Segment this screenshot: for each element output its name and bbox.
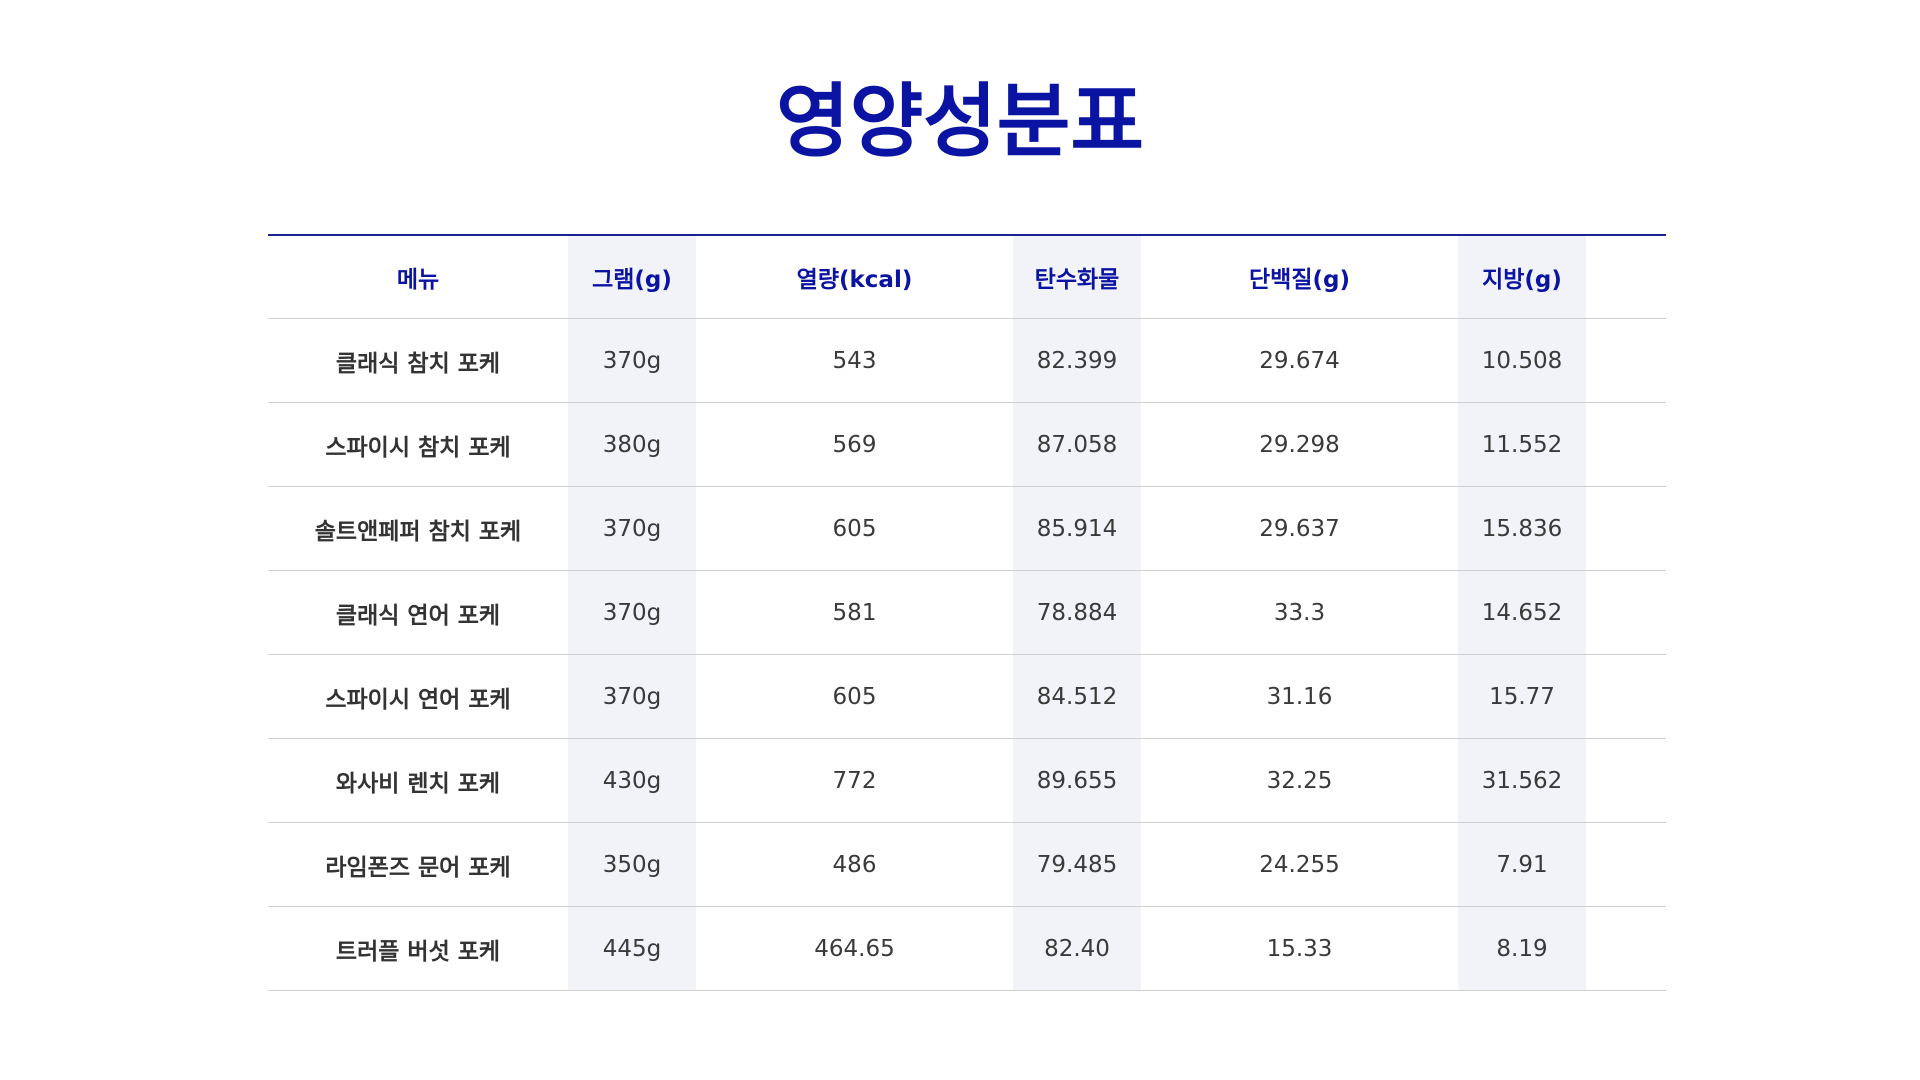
cell-menu: 클래식 연어 포케 xyxy=(268,570,568,655)
cell-kcal: 581 xyxy=(696,570,1013,655)
cell-fat: 8.19 xyxy=(1458,906,1586,991)
nutrition-table-container: 메뉴 그램(g) 열량(kcal) 탄수화물 단백질(g) 지방(g) 클래식 … xyxy=(268,234,1666,991)
cell-carbs: 82.40 xyxy=(1013,906,1141,991)
cell-spacer xyxy=(1586,654,1666,739)
cell-protein: 15.33 xyxy=(1141,906,1458,991)
cell-spacer xyxy=(1586,738,1666,823)
header-kcal: 열량(kcal) xyxy=(696,236,1013,319)
table-row: 트러플 버섯 포케 445g 464.65 82.40 15.33 8.19 xyxy=(268,906,1666,991)
cell-gram: 370g xyxy=(568,570,696,655)
header-menu: 메뉴 xyxy=(268,236,568,319)
cell-menu: 솔트앤페퍼 참치 포케 xyxy=(268,486,568,571)
header-gram: 그램(g) xyxy=(568,236,696,319)
cell-protein: 29.298 xyxy=(1141,402,1458,487)
table-header-row: 메뉴 그램(g) 열량(kcal) 탄수화물 단백질(g) 지방(g) xyxy=(268,236,1666,319)
cell-gram: 445g xyxy=(568,906,696,991)
cell-kcal: 772 xyxy=(696,738,1013,823)
cell-protein: 29.674 xyxy=(1141,318,1458,403)
cell-spacer xyxy=(1586,402,1666,487)
cell-spacer xyxy=(1586,486,1666,571)
table-row: 클래식 연어 포케 370g 581 78.884 33.3 14.652 xyxy=(268,570,1666,655)
cell-fat: 7.91 xyxy=(1458,822,1586,907)
table-row: 클래식 참치 포케 370g 543 82.399 29.674 10.508 xyxy=(268,318,1666,403)
cell-spacer xyxy=(1586,822,1666,907)
cell-fat: 15.77 xyxy=(1458,654,1586,739)
table-row: 라임폰즈 문어 포케 350g 486 79.485 24.255 7.91 xyxy=(268,822,1666,907)
cell-kcal: 605 xyxy=(696,654,1013,739)
cell-carbs: 85.914 xyxy=(1013,486,1141,571)
cell-fat: 14.652 xyxy=(1458,570,1586,655)
cell-kcal: 486 xyxy=(696,822,1013,907)
cell-kcal: 464.65 xyxy=(696,906,1013,991)
cell-gram: 350g xyxy=(568,822,696,907)
table-row: 스파이시 참치 포케 380g 569 87.058 29.298 11.552 xyxy=(268,402,1666,487)
cell-kcal: 605 xyxy=(696,486,1013,571)
cell-protein: 31.16 xyxy=(1141,654,1458,739)
cell-spacer xyxy=(1586,570,1666,655)
cell-menu: 스파이시 연어 포케 xyxy=(268,654,568,739)
cell-fat: 15.836 xyxy=(1458,486,1586,571)
table-row: 스파이시 연어 포케 370g 605 84.512 31.16 15.77 xyxy=(268,654,1666,739)
page-title: 영양성분표 xyxy=(776,75,1144,168)
cell-kcal: 569 xyxy=(696,402,1013,487)
cell-fat: 10.508 xyxy=(1458,318,1586,403)
nutrition-table: 메뉴 그램(g) 열량(kcal) 탄수화물 단백질(g) 지방(g) 클래식 … xyxy=(268,236,1666,991)
table-row: 솔트앤페퍼 참치 포케 370g 605 85.914 29.637 15.83… xyxy=(268,486,1666,571)
cell-gram: 430g xyxy=(568,738,696,823)
cell-carbs: 79.485 xyxy=(1013,822,1141,907)
cell-spacer xyxy=(1586,906,1666,991)
header-protein: 단백질(g) xyxy=(1141,236,1458,319)
cell-protein: 29.637 xyxy=(1141,486,1458,571)
cell-protein: 32.25 xyxy=(1141,738,1458,823)
cell-carbs: 89.655 xyxy=(1013,738,1141,823)
cell-gram: 370g xyxy=(568,654,696,739)
cell-carbs: 78.884 xyxy=(1013,570,1141,655)
table-row: 와사비 렌치 포케 430g 772 89.655 32.25 31.562 xyxy=(268,738,1666,823)
cell-menu: 라임폰즈 문어 포케 xyxy=(268,822,568,907)
cell-menu: 트러플 버섯 포케 xyxy=(268,906,568,991)
cell-menu: 스파이시 참치 포케 xyxy=(268,402,568,487)
cell-carbs: 84.512 xyxy=(1013,654,1141,739)
cell-carbs: 82.399 xyxy=(1013,318,1141,403)
header-carbs: 탄수화물 xyxy=(1013,236,1141,319)
header-spacer xyxy=(1586,236,1666,319)
cell-kcal: 543 xyxy=(696,318,1013,403)
cell-carbs: 87.058 xyxy=(1013,402,1141,487)
cell-gram: 370g xyxy=(568,318,696,403)
cell-protein: 24.255 xyxy=(1141,822,1458,907)
cell-menu: 클래식 참치 포케 xyxy=(268,318,568,403)
cell-menu: 와사비 렌치 포케 xyxy=(268,738,568,823)
cell-spacer xyxy=(1586,318,1666,403)
cell-gram: 380g xyxy=(568,402,696,487)
cell-gram: 370g xyxy=(568,486,696,571)
cell-fat: 31.562 xyxy=(1458,738,1586,823)
header-fat: 지방(g) xyxy=(1458,236,1586,319)
cell-fat: 11.552 xyxy=(1458,402,1586,487)
table-top-rule xyxy=(268,234,1666,236)
cell-protein: 33.3 xyxy=(1141,570,1458,655)
